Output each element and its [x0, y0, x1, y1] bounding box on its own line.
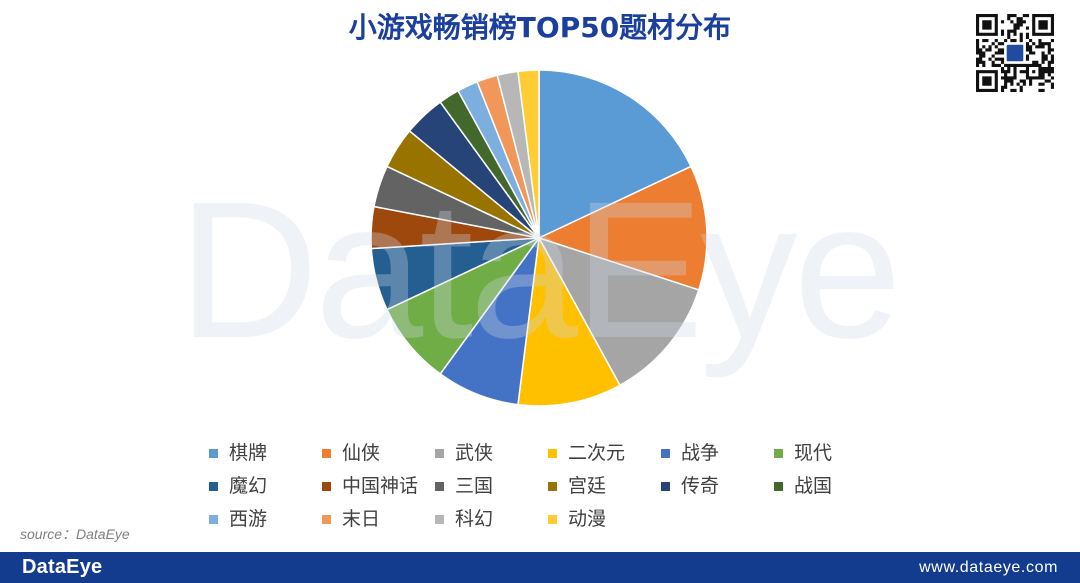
- legend-item: 现代: [770, 437, 883, 470]
- chart-title: 小游戏畅销榜TOP50题材分布: [348, 11, 732, 44]
- legend-label: 武侠: [455, 442, 494, 464]
- legend-swatch: [435, 515, 444, 524]
- legend-label: 动漫: [568, 508, 607, 530]
- legend-swatch: [322, 449, 331, 458]
- qr-code-graphic: [976, 14, 1054, 92]
- legend-swatch: [774, 449, 783, 458]
- legend-item: 棋牌: [205, 437, 318, 470]
- qr-code-pattern: [976, 14, 1054, 92]
- footer-bar: DataEye www.dataeye.com: [0, 552, 1080, 583]
- footer-url: www.dataeye.com: [919, 559, 1058, 576]
- legend-swatch: [774, 482, 783, 491]
- qr-code: [976, 14, 1054, 92]
- pie-chart: [370, 69, 708, 407]
- legend-swatch: [435, 449, 444, 458]
- legend-item: 传奇: [657, 470, 770, 503]
- legend-item: 宫廷: [544, 470, 657, 503]
- legend-item: 二次元: [544, 437, 657, 470]
- legend-label: 传奇: [681, 475, 720, 497]
- legend-label: 宫廷: [568, 475, 607, 497]
- legend-item: 魔幻: [205, 470, 318, 503]
- legend-label: 棋牌: [229, 442, 268, 464]
- pie-slice-2: [538, 165, 708, 291]
- pie-slice-1: [538, 69, 692, 239]
- footer-logo: DataEye: [22, 556, 103, 578]
- legend-swatch: [548, 449, 557, 458]
- legend-item: 西游: [205, 503, 318, 536]
- legend-swatch: [209, 482, 218, 491]
- pie-slice-16: [517, 69, 540, 239]
- pie-slice-3: [538, 237, 700, 386]
- legend-item: 战国: [770, 470, 883, 503]
- chart-legend: 棋牌 仙侠 武侠 二次元 战争 现代 魔幻 中国神话 三国 宫廷 传奇 战国 西…: [205, 437, 883, 536]
- legend-label: 科幻: [455, 508, 494, 530]
- legend-swatch: [209, 515, 218, 524]
- legend-swatch: [548, 482, 557, 491]
- legend-item: 中国神话: [318, 470, 431, 503]
- pie-slice-4: [517, 237, 621, 407]
- legend-swatch: [661, 449, 670, 458]
- legend-item: 动漫: [544, 503, 657, 536]
- legend-label: 仙侠: [342, 442, 381, 464]
- legend-item: 末日: [318, 503, 431, 536]
- legend-swatch: [209, 449, 218, 458]
- legend-label: 现代: [794, 442, 833, 464]
- legend-swatch: [661, 482, 670, 491]
- legend-swatch: [435, 482, 444, 491]
- legend-item: 武侠: [431, 437, 544, 470]
- legend-item: 战争: [657, 437, 770, 470]
- legend-label: 中国神话: [342, 475, 419, 497]
- legend-item: 科幻: [431, 503, 544, 536]
- legend-label: 战争: [681, 442, 720, 464]
- legend-label: 魔幻: [229, 475, 268, 497]
- legend-label: 二次元: [568, 442, 626, 464]
- source-note: source：DataEye: [20, 526, 130, 542]
- legend-label: 末日: [342, 508, 381, 530]
- legend-item: 仙侠: [318, 437, 431, 470]
- qr-logo: [1005, 43, 1025, 63]
- legend-label: 战国: [794, 475, 833, 497]
- legend-label: 三国: [455, 475, 494, 497]
- legend-swatch: [322, 515, 331, 524]
- legend-swatch: [322, 482, 331, 491]
- legend-swatch: [548, 515, 557, 524]
- legend-label: 西游: [229, 508, 268, 530]
- legend-item: 三国: [431, 470, 544, 503]
